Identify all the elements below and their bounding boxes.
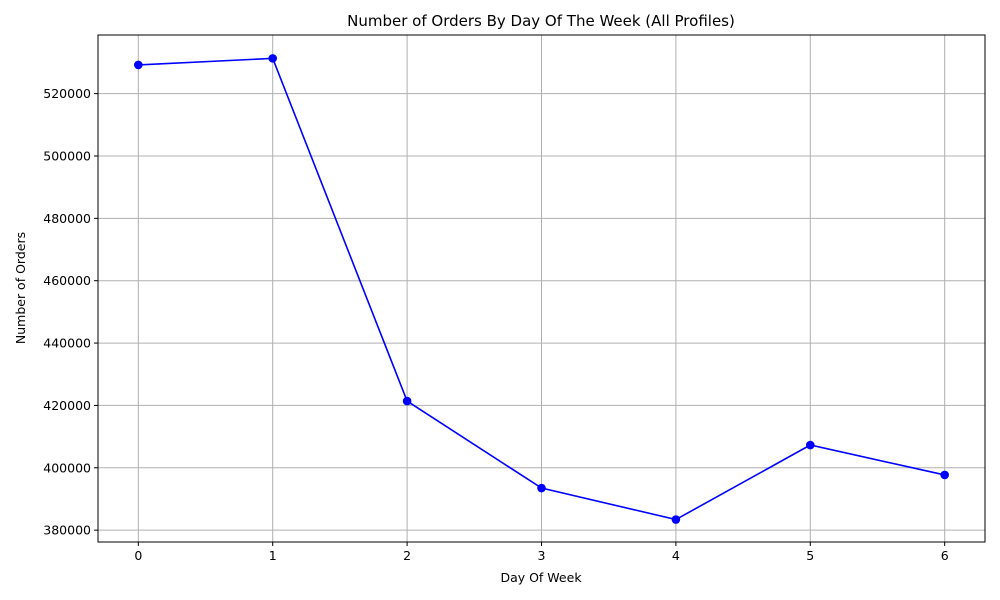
y-tick-label: 400000 xyxy=(43,460,91,475)
chart-title: Number of Orders By Day Of The Week (All… xyxy=(347,12,735,30)
x-tick-label: 6 xyxy=(941,548,949,563)
x-tick-label: 1 xyxy=(269,548,277,563)
grid-lines xyxy=(98,35,985,542)
data-point xyxy=(537,483,546,493)
x-tick-label: 3 xyxy=(538,548,546,563)
y-axis-title: Number of Orders xyxy=(13,232,28,344)
y-tick-label: 500000 xyxy=(43,148,91,163)
x-tick-label: 2 xyxy=(403,548,411,563)
axis-ticks: 0 1 2 3 4 5 6 380000 400000 420000 440000 460000 480… xyxy=(43,86,948,563)
y-tick-label: 380000 xyxy=(43,523,91,538)
y-tick-label: 440000 xyxy=(43,336,91,351)
data-point xyxy=(940,470,949,480)
x-tick-label: 5 xyxy=(806,548,814,563)
data-point xyxy=(805,440,815,450)
y-tick-label: 520000 xyxy=(43,86,91,101)
data-point xyxy=(268,54,278,63)
x-tick-label: 4 xyxy=(672,548,680,563)
series-layer xyxy=(134,54,949,524)
data-point xyxy=(671,515,681,524)
y-tick-label: 480000 xyxy=(43,211,91,226)
y-tick-label: 460000 xyxy=(43,273,91,288)
data-point xyxy=(402,396,412,406)
x-tick-label: 0 xyxy=(134,548,142,563)
y-tick-label: 420000 xyxy=(43,398,91,413)
x-axis-title: Day Of Week xyxy=(500,570,582,585)
data-point xyxy=(134,60,143,70)
